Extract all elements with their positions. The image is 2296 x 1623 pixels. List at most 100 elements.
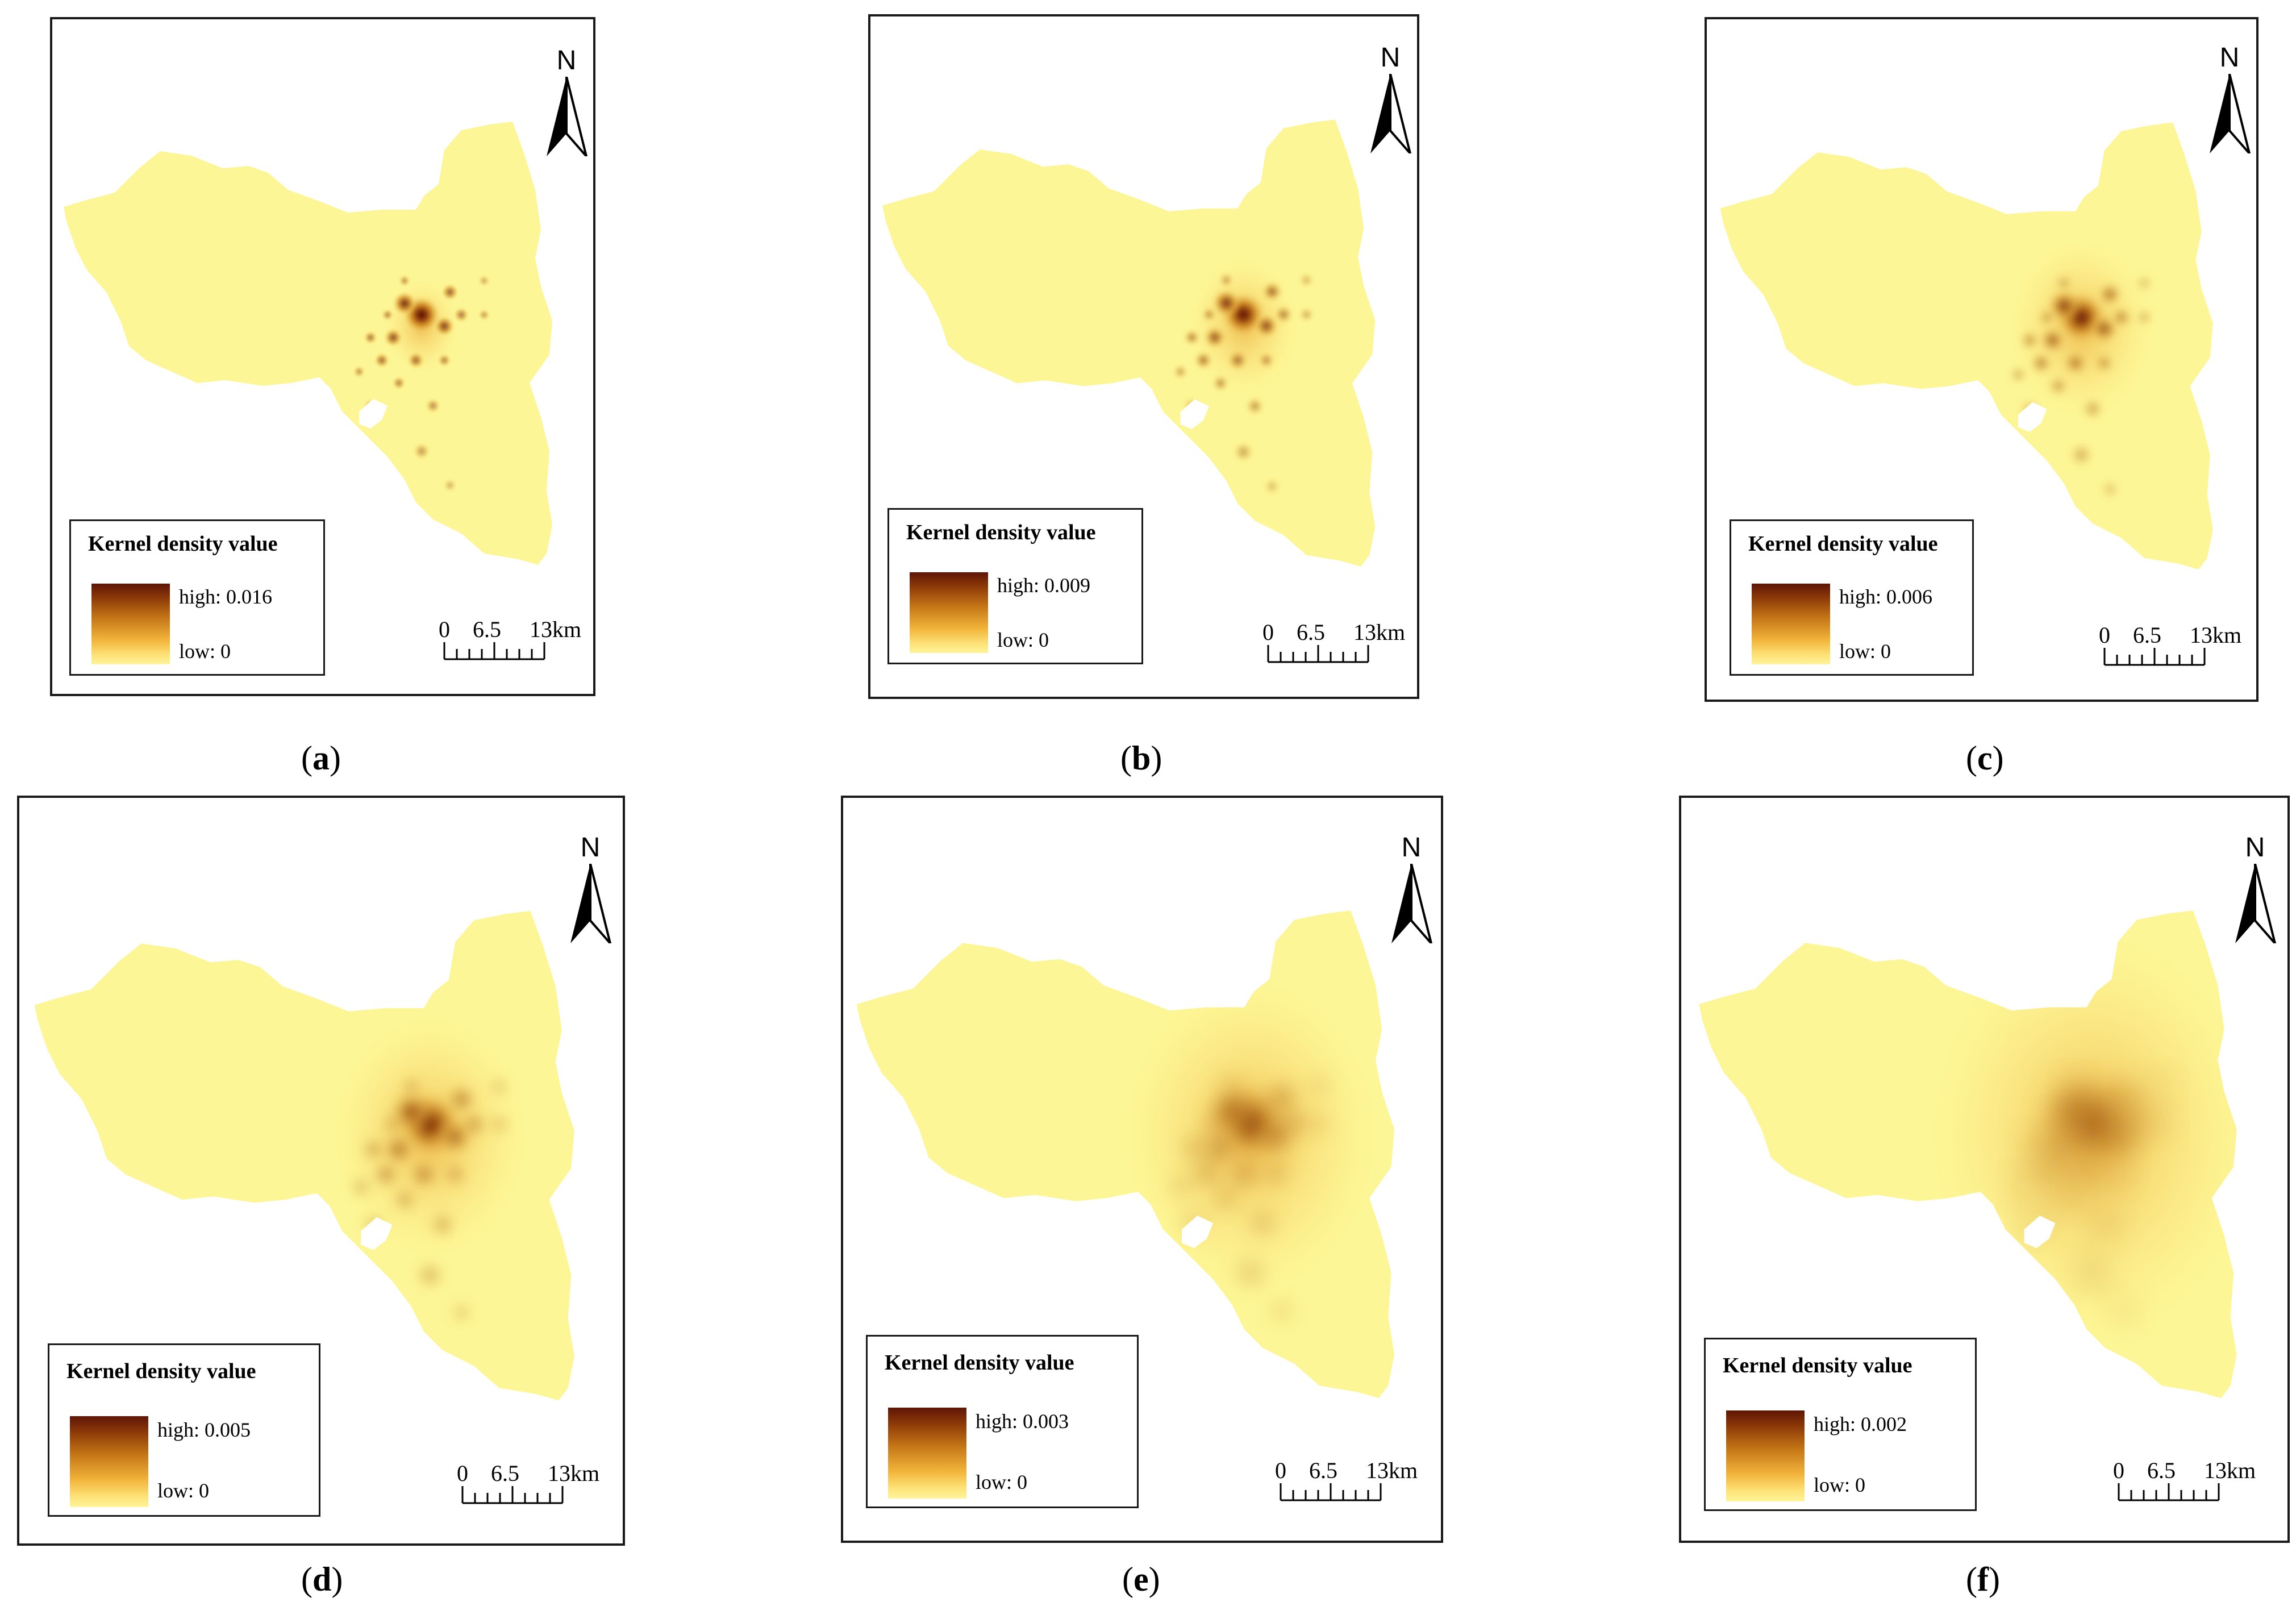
- scale-ticks-icon: [2103, 648, 2206, 666]
- north-arrow-icon: [2235, 863, 2276, 944]
- kernel-density-map-a: [64, 122, 552, 565]
- density-hotspot: [2136, 309, 2153, 326]
- legend-f: Kernel density value high: 0.002 low: 0: [1704, 1338, 1977, 1511]
- legend-low-label: low: 0: [179, 640, 231, 663]
- density-hotspot: [1279, 1108, 1310, 1138]
- density-hotspot: [489, 1076, 510, 1097]
- scale-bar-f: 0 6.5 13km: [2113, 1457, 2261, 1508]
- kernel-density-map-f: [1699, 910, 2237, 1399]
- density-hotspot: [437, 353, 452, 368]
- north-arrow: N: [541, 45, 592, 159]
- density-hotspot: [381, 309, 394, 321]
- density-hotspot: [2049, 376, 2068, 396]
- north-label: N: [2245, 833, 2265, 863]
- scale-mid-label: 6.5: [491, 1460, 519, 1486]
- density-hotspot: [363, 330, 378, 345]
- density-hotspot: [2100, 480, 2119, 499]
- scale-ticks-icon: [2118, 1483, 2220, 1501]
- density-hotspot: [447, 1084, 476, 1114]
- density-hotspot: [1219, 273, 1234, 288]
- density-hotspot: [443, 478, 457, 493]
- legend-d: Kernel density value high: 0.005 low: 0: [48, 1343, 320, 1517]
- scale-end-label: 13km: [530, 617, 582, 642]
- legend-high-label: high: 0.006: [1839, 585, 1933, 608]
- density-hotspot: [461, 1111, 487, 1138]
- color-ramp: [910, 572, 988, 653]
- density-hotspot: [449, 1301, 473, 1325]
- scale-mid-label: 6.5: [2147, 1458, 2176, 1483]
- excluded-area: [361, 1217, 393, 1250]
- density-hotspot: [1212, 374, 1229, 392]
- scale-ticks-icon: [443, 642, 545, 660]
- density-hotspot: [1212, 1184, 1239, 1212]
- density-hotspot: [2098, 282, 2122, 306]
- kernel-density-map-d: [34, 910, 574, 1401]
- density-hotspot: [2087, 1205, 2124, 1241]
- scale-zero-label: 0: [2113, 1458, 2124, 1483]
- scale-bar-d: 0 6.5 13km: [457, 1460, 605, 1511]
- density-hotspot: [1265, 1081, 1299, 1115]
- map-panel-e: N Kernel density value high: 0.003 low: …: [841, 796, 1443, 1543]
- excluded-area: [359, 399, 387, 428]
- density-hotspot: [478, 309, 490, 321]
- density-hotspot: [2094, 353, 2114, 373]
- density-hotspot: [1227, 1156, 1261, 1190]
- scale-end-label: 13km: [2204, 1458, 2256, 1483]
- legend-c: Kernel density value high: 0.006 low: 0: [1730, 519, 1974, 676]
- north-label: N: [2219, 43, 2240, 73]
- density-hotspot: [1258, 352, 1275, 369]
- density-hotspot: [2108, 1295, 2140, 1327]
- density-hotspot: [1194, 351, 1213, 370]
- density-hotspot: [401, 1076, 422, 1097]
- density-hotspot: [351, 1177, 372, 1197]
- density-hotspot: [2056, 274, 2073, 292]
- north-arrow: N: [1386, 832, 1437, 946]
- legend-low-label: low: 0: [997, 629, 1049, 651]
- legend-title: Kernel density value: [88, 532, 278, 556]
- density-hotspot: [353, 365, 365, 378]
- kernel-density-map-e: [856, 910, 1395, 1399]
- color-ramp: [1752, 584, 1830, 664]
- density-hotspot: [1211, 288, 1241, 318]
- legend-low-label: low: 0: [1814, 1474, 1866, 1496]
- scale-bar-e: 0 6.5 13km: [1275, 1457, 1423, 1508]
- map-panel-d: N Kernel density value high: 0.005 low: …: [17, 796, 625, 1546]
- scale-ticks-icon: [1280, 1483, 1382, 1501]
- scale-zero-label: 0: [439, 617, 450, 642]
- legend-low-label: low: 0: [976, 1471, 1028, 1493]
- density-hotspot: [1299, 307, 1314, 322]
- scale-bar-b: 0 6.5 13km: [1262, 619, 1410, 670]
- density-hotspot: [1261, 281, 1282, 302]
- scale-mid-label: 6.5: [2133, 622, 2161, 648]
- legend-title: Kernel density value: [885, 1351, 1074, 1375]
- density-hotspot: [2010, 366, 2027, 383]
- scale-mid-label: 6.5: [1297, 619, 1325, 645]
- north-arrow-icon: [2210, 73, 2251, 155]
- density-hotspot: [2030, 352, 2052, 374]
- scale-ticks-icon: [461, 1486, 564, 1504]
- north-arrow-icon: [547, 76, 587, 157]
- density-hotspot: [392, 291, 417, 316]
- density-hotspot: [1233, 442, 1254, 463]
- density-hotspot: [362, 1138, 385, 1161]
- density-hotspot: [2073, 1253, 2113, 1293]
- north-arrow: N: [1365, 42, 1416, 156]
- legend-title: Kernel density value: [1748, 532, 1938, 556]
- map-panel-c: N Kernel density value high: 0.006 low: …: [1705, 17, 2259, 702]
- kernel-density-map-b: [882, 119, 1376, 567]
- density-hotspot: [383, 327, 403, 348]
- scale-mid-label: 6.5: [1309, 1458, 1337, 1483]
- north-arrow-icon: [1391, 863, 1432, 944]
- density-hotspot: [2010, 1171, 2039, 1200]
- density-hotspot: [2069, 443, 2093, 467]
- density-hotspot: [1201, 1129, 1238, 1167]
- scale-bar-c: 0 6.5 13km: [2099, 622, 2247, 673]
- density-hotspot: [1201, 1111, 1225, 1135]
- density-hotspot: [412, 442, 431, 460]
- scale-ticks-icon: [1267, 645, 1369, 663]
- color-ramp: [888, 1408, 966, 1499]
- color-ramp: [70, 1416, 148, 1507]
- legend-high-label: high: 0.002: [1814, 1413, 1907, 1435]
- density-hotspot: [2020, 1132, 2053, 1164]
- density-hotspot: [374, 352, 390, 368]
